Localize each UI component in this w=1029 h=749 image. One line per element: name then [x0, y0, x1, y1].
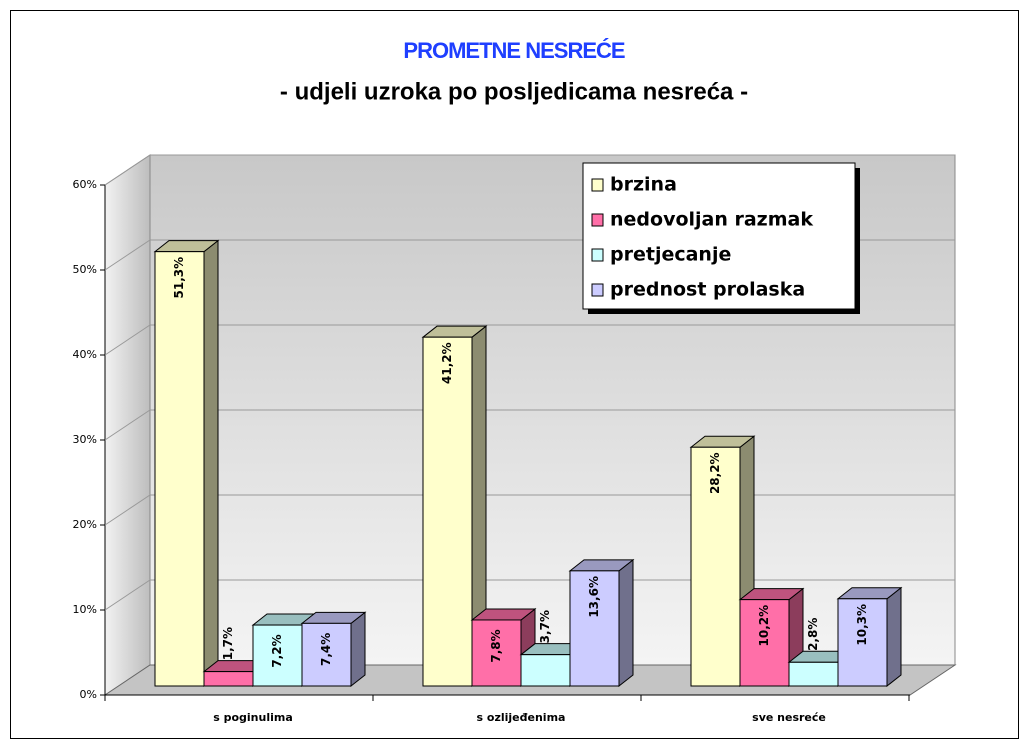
legend-label: nedovoljan razmak: [610, 209, 813, 231]
bar-side: [886, 586, 902, 688]
grid-line: [104, 409, 955, 441]
value-label: 10,3%: [855, 604, 869, 646]
legend-label: brzina: [610, 174, 677, 196]
x-tick-label: sve nesreće: [752, 711, 826, 724]
value-label: 1,7%: [221, 627, 235, 660]
legend-swatch: [591, 248, 604, 262]
bar-side: [618, 558, 634, 688]
legend-label: pretjecanje: [610, 244, 731, 266]
bar-front: [739, 599, 790, 687]
bar: [568, 558, 635, 688]
chart-subtitle: - udjeli uzroka po posljedicama nesreća …: [280, 78, 748, 105]
chart-title: PROMETNE NESREĆE: [403, 38, 624, 63]
value-label: 51,3%: [172, 257, 186, 299]
grid-line: [104, 154, 955, 186]
bar-side: [203, 239, 219, 688]
grid-line: [104, 494, 955, 526]
bar-front: [569, 570, 620, 687]
bar-front: [154, 251, 205, 687]
y-tick-label: 60%: [73, 178, 97, 191]
bar-front: [837, 598, 888, 687]
bar: [300, 611, 367, 688]
value-label: 3,7%: [538, 610, 552, 643]
bar-front: [690, 446, 741, 687]
value-label: 7,8%: [489, 629, 503, 662]
bar-front: [471, 619, 522, 687]
bar: [836, 586, 903, 688]
bar-side: [350, 611, 366, 688]
bar-front: [788, 661, 839, 687]
y-tick-label: 10%: [73, 603, 97, 616]
legend-swatch: [591, 178, 604, 192]
y-tick-label: 0%: [80, 688, 97, 701]
y-tick-label: 50%: [73, 263, 97, 276]
bar-front: [520, 654, 571, 687]
bar: [421, 325, 488, 688]
legend: [582, 162, 856, 310]
value-label: 2,8%: [806, 618, 820, 651]
bar: [470, 607, 537, 688]
value-label: 13,6%: [587, 576, 601, 618]
x-tick-label: s ozlijeđenima: [477, 711, 566, 724]
bar-front: [252, 624, 303, 687]
grid-line: [104, 324, 955, 356]
value-label: 28,2%: [708, 452, 722, 494]
legend-swatch: [591, 213, 604, 227]
y-tick-label: 40%: [73, 348, 97, 361]
y-tick-label: 20%: [73, 518, 97, 531]
value-label: 7,4%: [319, 633, 333, 666]
value-label: 41,2%: [440, 342, 454, 384]
legend-swatch: [591, 283, 604, 297]
bar-front: [301, 622, 352, 687]
value-label: 10,2%: [757, 605, 771, 647]
bar-front: [422, 336, 473, 687]
legend-label: prednost prolaska: [610, 279, 805, 301]
x-tick-label: s poginulima: [213, 711, 293, 724]
grid-line: [104, 579, 955, 611]
bar: [153, 239, 220, 688]
value-label: 7,2%: [270, 634, 284, 667]
bar-front: [203, 671, 254, 687]
y-tick-label: 30%: [73, 433, 97, 446]
